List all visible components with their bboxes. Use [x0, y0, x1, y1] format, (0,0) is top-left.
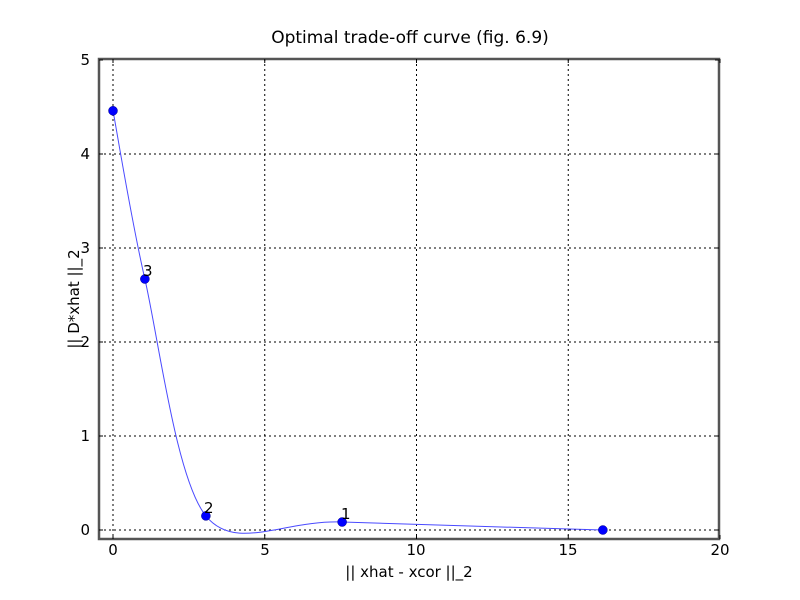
- x-axis-label: || xhat - xcor ||_2: [345, 563, 473, 581]
- y-tick-label: 0: [80, 521, 90, 539]
- x-tick-label: 15: [558, 541, 578, 559]
- chart-title: Optimal trade-off curve (fig. 6.9): [271, 28, 549, 48]
- y-tick-label: 5: [80, 51, 90, 69]
- x-tick-label: 20: [710, 541, 730, 559]
- data-point-marker: [201, 511, 211, 521]
- axes-frame: [97, 57, 721, 541]
- tick-marks: [99, 59, 721, 539]
- tradeoff-curve: [112, 110, 603, 534]
- data-point-marker: [598, 525, 608, 535]
- data-point-marker: [337, 517, 347, 527]
- x-tick-label: 0: [108, 541, 118, 559]
- data-point-marker: [108, 106, 118, 116]
- y-tick-label: 2: [80, 333, 90, 351]
- x-tick-label: 10: [406, 541, 426, 559]
- point-annotation-3: 3: [143, 262, 153, 280]
- data-markers: [108, 106, 608, 535]
- grid-lines: [99, 59, 719, 539]
- y-tick-label: 1: [80, 427, 90, 445]
- point-annotation-1: 1: [341, 505, 351, 523]
- point-annotation-2: 2: [204, 499, 214, 517]
- data-point-marker: [140, 274, 150, 284]
- y-tick-label: 3: [80, 239, 90, 257]
- y-tick-label: 4: [80, 145, 90, 163]
- x-tick-label: 5: [260, 541, 270, 559]
